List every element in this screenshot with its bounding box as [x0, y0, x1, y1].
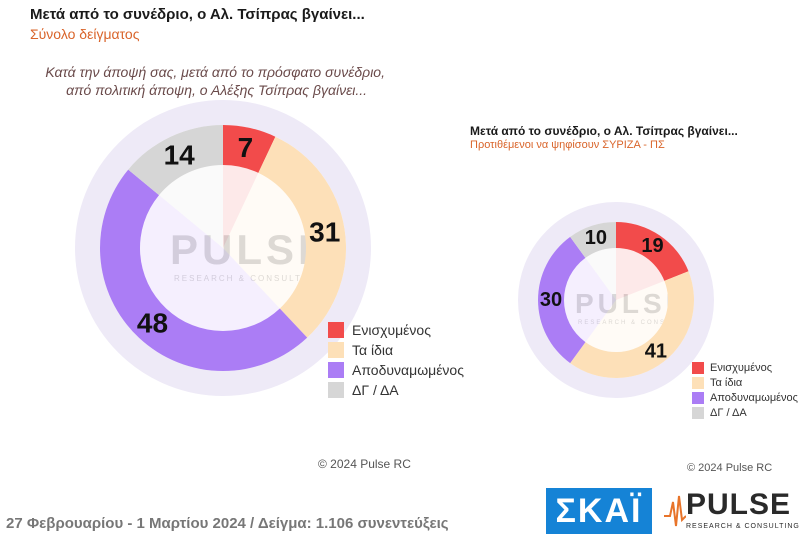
syriza-wedge-0	[616, 248, 665, 300]
legend-overall-swatch-3	[328, 382, 344, 398]
overall-wedge-1	[223, 172, 306, 309]
legend-overall-swatch-1	[328, 342, 344, 358]
overall-slice-1	[258, 136, 346, 338]
overall-wedge-2	[139, 195, 280, 332]
legend-overall-item-2: Αποδυναμωμένος	[328, 360, 464, 380]
syriza-slice-2	[538, 236, 586, 364]
overall-value-label-0: 7	[238, 132, 254, 163]
fieldwork-footer: 27 Φεβρουαρίου - 1 Μαρτίου 2024 / Δείγμα…	[6, 515, 449, 532]
syriza-slice-0	[616, 222, 689, 281]
syriza-halo	[518, 202, 714, 398]
pulse-logo-tag: RESEARCH & CONSULTING	[686, 523, 800, 530]
copyright-2: © 2024 Pulse RC	[687, 462, 773, 474]
legend-syriza-label-2: Αποδυναμωμένος	[710, 391, 798, 404]
overall-slice-2	[100, 169, 308, 371]
legend-overall-label-2: Αποδυναμωμένος	[352, 362, 464, 378]
legend-overall-label-1: Τα ίδια	[352, 342, 394, 358]
skai-logo: ΣΚΑΪ	[546, 488, 652, 534]
chart2-subtitle: Προτιθέμενοι να ψηφίσουν ΣΥΡΙΖΑ - ΠΣ	[470, 139, 665, 151]
syriza-slice-3	[570, 222, 616, 258]
legend-syriza-item-1: Τα ίδια	[692, 375, 798, 390]
legend-syriza-swatch-1	[692, 376, 704, 389]
overall-wedge-3	[159, 165, 223, 248]
overall-slice-0	[223, 125, 276, 173]
syriza-wedge-2	[564, 257, 616, 343]
legend-overall: Ενισχυμένος Τα ίδια Αποδυναμωμένος ΔΓ / ΔΑ	[328, 320, 464, 400]
syriza-wedge-3	[585, 248, 616, 300]
watermark-1: PULSE	[170, 226, 331, 273]
overall-halo	[75, 100, 371, 396]
legend-syriza-swatch-2	[692, 391, 704, 404]
overall-value-label-1: 31	[309, 216, 340, 247]
main-subtitle: Σύνολο δείγματος	[30, 26, 140, 42]
question-line-1: Κατά την άποψή σας, μετά από το πρόσφατο…	[45, 64, 385, 80]
legend-syriza: Ενισχυμένος Τα ίδια Αποδυναμωμένος ΔΓ / ΔΑ	[692, 360, 798, 420]
legend-overall-swatch-2	[328, 362, 344, 378]
legend-syriza-label-1: Τα ίδια	[710, 376, 743, 389]
pulse-logo: PULSE RESEARCH & CONSULTING	[664, 488, 799, 538]
syriza-value-label-1: 41	[645, 340, 667, 362]
legend-syriza-item-2: Αποδυναμωμένος	[692, 390, 798, 405]
pulse-wave-icon	[664, 495, 686, 527]
question-line-2: από πολιτική άποψη, ο Αλέξης Τσίπρας βγα…	[66, 82, 367, 98]
legend-syriza-swatch-0	[692, 361, 704, 374]
pulse-logo-name: PULSE	[686, 488, 792, 521]
syriza-value-label-0: 19	[641, 235, 663, 257]
legend-overall-item-0: Ενισχυμένος	[328, 320, 464, 340]
legend-overall-label-0: Ενισχυμένος	[352, 322, 431, 338]
legend-overall-item-3: ΔΓ / ΔΑ	[328, 380, 464, 400]
syriza-slice-1	[570, 271, 695, 378]
watermark-2-tag: RESEARCH & CONSULTING	[578, 320, 700, 326]
legend-overall-item-1: Τα ίδια	[328, 340, 464, 360]
legend-syriza-label-0: Ενισχυμένος	[710, 361, 773, 374]
watermark-2: PULSE	[575, 288, 689, 319]
copyright-1: © 2024 Pulse RC	[318, 457, 411, 471]
syriza-wedge-1	[585, 280, 669, 353]
overall-wedge-0	[223, 165, 259, 248]
legend-overall-label-3: ΔΓ / ΔΑ	[352, 382, 399, 398]
legend-syriza-label-3: ΔΓ / ΔΑ	[710, 406, 747, 419]
main-title: Μετά από το συνέδριο, ο Αλ. Τσίπρας βγαί…	[30, 6, 365, 23]
legend-syriza-item-0: Ενισχυμένος	[692, 360, 798, 375]
legend-syriza-swatch-3	[692, 406, 704, 419]
syriza-value-label-3: 10	[585, 227, 607, 249]
overall-value-label-2: 48	[137, 308, 168, 339]
overall-value-label-3: 14	[164, 139, 196, 170]
chart2-title: Μετά από το συνέδριο, ο Αλ. Τσίπρας βγαί…	[470, 124, 738, 138]
watermark-1-tag: RESEARCH & CONSULTING	[174, 274, 323, 283]
overall-slice-3	[128, 125, 223, 196]
legend-syriza-item-3: ΔΓ / ΔΑ	[692, 405, 798, 420]
legend-overall-swatch-0	[328, 322, 344, 338]
syriza-value-label-2: 30	[540, 289, 562, 311]
